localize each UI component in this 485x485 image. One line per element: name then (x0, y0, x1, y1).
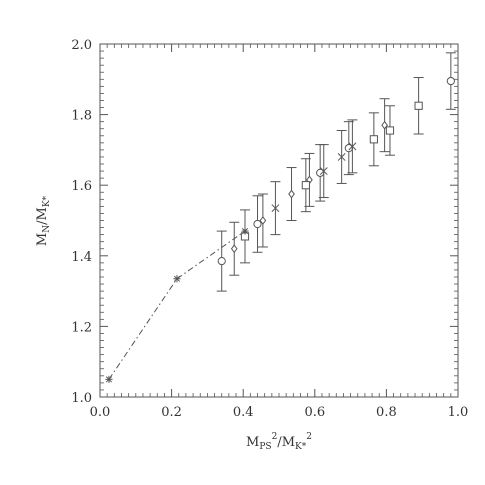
data-point-circle (216, 230, 227, 292)
data-point-star (105, 375, 113, 383)
cross-marker-b (271, 204, 280, 213)
data-point-square (368, 112, 379, 167)
data-point-star (173, 275, 181, 283)
star-marker-d2 (105, 376, 113, 383)
star-marker-d2 (241, 228, 249, 235)
y-tick-label: 1.6 (71, 179, 92, 194)
square-marker (414, 101, 423, 110)
y-axis-title-base2: M (35, 207, 50, 220)
x-axis-title-sup2: 2 (306, 432, 312, 442)
x-axis-title-sup1: 2 (272, 432, 278, 442)
y-axis-title: MN/MK* (35, 195, 52, 246)
y-tick-label: 1.0 (71, 391, 92, 406)
x-axis-title-sub1: PS (259, 442, 271, 452)
data-point-square (384, 105, 395, 156)
star-marker-d2 (173, 275, 181, 282)
y-axis-title-slash: / (35, 220, 50, 225)
circle-marker (446, 76, 455, 86)
square-marker (385, 126, 395, 135)
data-point-diamond (229, 221, 240, 276)
data-point-star (241, 227, 249, 235)
x-tick-label: 0.4 (233, 405, 254, 420)
data-point-cross (318, 144, 329, 199)
x-tick-label: 0.2 (161, 405, 182, 420)
cross-marker-b (319, 167, 328, 176)
diamond-marker (288, 189, 295, 199)
circle-marker (217, 256, 226, 266)
x-tick-label: 0.8 (376, 405, 397, 420)
y-axis-title-sub1: N (42, 225, 52, 233)
x-axis-title: MPS2/MK*2 (246, 432, 312, 452)
data-point-cross (347, 119, 358, 174)
x-axis-title-slash: / (277, 435, 282, 450)
data-point-circle (252, 195, 263, 253)
y-tick-label: 1.4 (71, 250, 92, 265)
x-tick-label: 0.6 (304, 405, 325, 420)
plot-frame (99, 43, 459, 398)
square-marker (301, 181, 310, 190)
x-tick-label: 0.0 (90, 405, 111, 420)
data-point-diamond (379, 98, 390, 153)
data-point-circle (445, 52, 456, 110)
tick-labels: 0.0 0.2 0.4 0.6 0.8 1.0 1.0 1.2 1.4 1.6 1.8 2.0 (71, 38, 468, 420)
data-point-cross (336, 129, 347, 184)
circle-marker (253, 219, 262, 229)
data-point-cross (270, 181, 281, 236)
axis-ticks (99, 43, 459, 398)
y-tick-label: 1.2 (71, 320, 92, 335)
y-axis-title-sub2: K* (42, 195, 52, 207)
diamond-marker (259, 216, 267, 225)
y-tick-label: 2.0 (71, 38, 92, 53)
x-axis-title-sub2: K* (295, 442, 307, 452)
data-point-square (239, 209, 250, 264)
data-point-square (413, 77, 424, 135)
data-point-diamond (257, 193, 268, 248)
x-axis-title-base2: M (282, 435, 295, 450)
dash-dot-line (108, 230, 246, 380)
y-tick-label: 1.8 (71, 109, 92, 124)
x-axis-title-base1: M (246, 435, 259, 450)
data-markers (105, 52, 456, 383)
y-axis-title-group: MN/MK* (35, 195, 52, 246)
cross-marker-b (348, 142, 357, 151)
diamond-marker (230, 244, 238, 254)
data-point-diamond (286, 167, 297, 221)
fit-line-group (108, 230, 246, 380)
x-tick-label: 1.0 (448, 405, 469, 420)
data-point-square (300, 158, 311, 213)
cross-marker-b (337, 153, 346, 161)
square-marker (369, 135, 378, 144)
y-axis-title-base1: M (35, 233, 50, 246)
